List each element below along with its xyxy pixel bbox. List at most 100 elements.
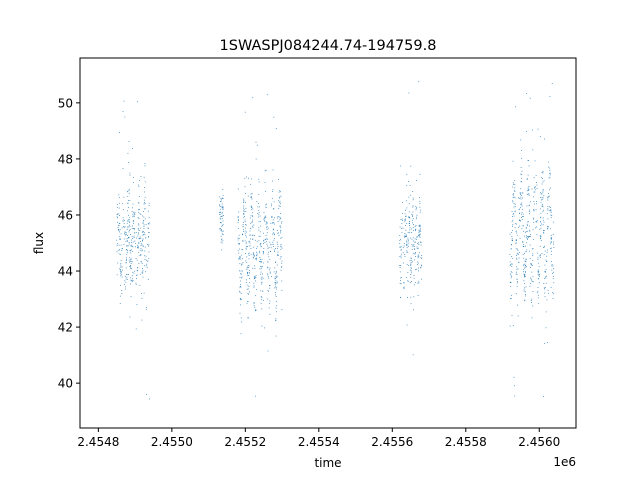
- data-point: [132, 246, 134, 248]
- data-point: [221, 238, 223, 240]
- data-point: [259, 206, 260, 208]
- data-point: [121, 293, 123, 294]
- data-point: [515, 293, 517, 295]
- data-point: [125, 241, 127, 242]
- data-point: [128, 237, 130, 239]
- data-point: [509, 265, 511, 266]
- data-point: [250, 205, 252, 207]
- data-point: [128, 259, 130, 261]
- data-point: [535, 227, 536, 229]
- data-point: [221, 199, 222, 201]
- data-point: [409, 185, 411, 186]
- data-point: [539, 136, 541, 137]
- data-point: [406, 251, 408, 253]
- data-point: [267, 276, 269, 278]
- data-point: [542, 217, 544, 219]
- data-point: [258, 181, 260, 183]
- data-point: [549, 210, 551, 212]
- data-point: [405, 236, 406, 237]
- data-point: [239, 243, 241, 244]
- data-point: [248, 265, 250, 267]
- data-point: [528, 193, 530, 194]
- data-point: [266, 228, 268, 230]
- data-point: [260, 303, 262, 304]
- data-point: [525, 231, 527, 232]
- data-point: [274, 276, 276, 278]
- data-point: [539, 228, 541, 230]
- data-point: [118, 249, 120, 251]
- data-point: [252, 253, 254, 255]
- data-point: [277, 217, 279, 219]
- data-point: [277, 230, 278, 231]
- data-point: [241, 264, 242, 266]
- data-point: [246, 288, 248, 290]
- x-tick-label: 2.4558: [445, 435, 487, 449]
- data-point: [531, 281, 533, 283]
- data-point: [116, 216, 118, 218]
- data-point: [266, 239, 268, 240]
- data-point: [274, 267, 276, 269]
- data-point: [145, 306, 147, 308]
- data-point: [221, 215, 223, 217]
- data-point: [258, 212, 260, 214]
- data-point: [271, 197, 273, 199]
- data-point: [528, 165, 530, 167]
- data-point: [120, 254, 121, 255]
- data-point: [253, 285, 255, 287]
- data-point: [138, 208, 140, 210]
- data-point: [128, 188, 130, 190]
- data-point: [126, 251, 128, 253]
- data-point: [245, 210, 247, 212]
- data-point: [537, 128, 539, 130]
- data-point: [238, 243, 240, 245]
- data-point: [259, 225, 261, 227]
- data-point: [275, 248, 276, 250]
- data-point: [260, 261, 261, 263]
- data-point: [533, 217, 535, 219]
- data-point: [243, 198, 245, 200]
- data-point: [526, 130, 527, 132]
- data-point: [542, 189, 544, 190]
- data-point: [279, 200, 281, 202]
- data-point: [552, 272, 553, 274]
- data-point: [143, 203, 145, 205]
- data-point: [220, 216, 222, 218]
- data-point: [517, 281, 518, 282]
- data-point: [119, 303, 121, 304]
- data-point: [126, 257, 128, 259]
- data-point: [132, 225, 133, 227]
- data-point: [552, 233, 554, 235]
- data-point: [546, 213, 548, 215]
- data-point: [534, 203, 535, 205]
- data-point: [410, 262, 412, 263]
- data-point: [221, 218, 223, 220]
- data-point: [252, 254, 254, 256]
- data-point: [125, 267, 127, 269]
- data-point: [144, 203, 146, 204]
- data-point: [518, 257, 520, 259]
- data-point: [220, 222, 222, 224]
- data-point: [124, 233, 126, 235]
- data-point: [525, 265, 526, 267]
- data-point: [260, 268, 262, 270]
- data-point: [413, 245, 414, 247]
- data-point: [415, 218, 417, 219]
- data-point: [521, 219, 523, 220]
- data-point: [239, 280, 241, 282]
- data-point: [138, 242, 140, 244]
- data-point: [254, 306, 256, 308]
- y-tick-label: 40: [58, 377, 73, 391]
- data-point: [551, 215, 553, 217]
- data-point: [276, 305, 278, 307]
- data-point: [255, 254, 257, 256]
- data-point: [133, 222, 135, 224]
- data-point: [238, 219, 239, 221]
- data-point: [120, 269, 121, 271]
- data-point: [125, 260, 127, 261]
- data-point: [128, 242, 130, 243]
- data-point: [125, 281, 127, 283]
- data-point: [240, 299, 242, 300]
- data-point: [249, 238, 251, 240]
- data-point: [524, 260, 526, 262]
- data-point: [275, 277, 277, 278]
